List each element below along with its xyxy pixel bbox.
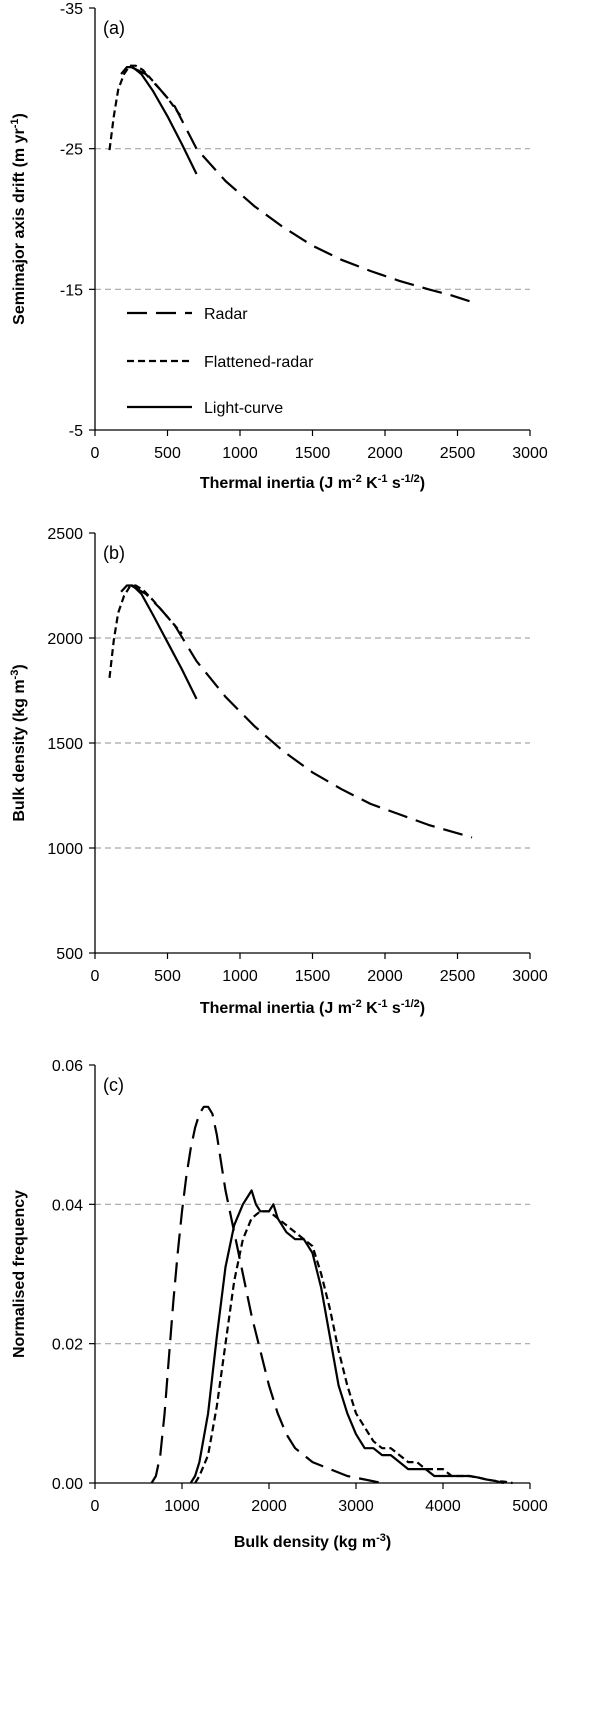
x-tick-label-b-2: 1000	[222, 968, 258, 985]
series-line-a-radar	[130, 66, 473, 304]
x-tick-label-a-2: 1000	[222, 445, 258, 462]
x-tick-label-b-6: 3000	[512, 968, 548, 985]
x-tick-label-c-0: 0	[91, 1498, 100, 1515]
panel-label-a: (a)	[103, 18, 125, 38]
panel-a: -35 -25 -15 -5 0 500 1000 1500 2000 2500 3000 Therm…	[9, 1, 548, 492]
legend-label-radar: Radar	[204, 306, 248, 323]
legend-label-light-curve: Light-curve	[204, 400, 283, 417]
x-tick-label-a-5: 2500	[440, 445, 476, 462]
legend: Radar Flattened-radar Light-curve	[127, 306, 314, 417]
series-line-b-light-curve	[120, 584, 198, 700]
series-line-a-light-curve	[120, 66, 198, 175]
x-tick-label-b-1: 500	[154, 968, 181, 985]
x-tick-label-c-1: 1000	[164, 1498, 200, 1515]
series-line-b-flattened-radar	[108, 584, 183, 679]
x-axis-title-c: Bulk density (kg m-3)	[234, 1532, 391, 1551]
x-tick-label-a-6: 3000	[512, 445, 548, 462]
y-tick-label-b-0: 500	[56, 946, 83, 963]
y-tick-label-a-1: -25	[60, 142, 83, 159]
series-line-c-light-curve	[189, 1189, 505, 1485]
series-line-c-flattened-radar	[194, 1210, 513, 1485]
x-tick-label-b-5: 2500	[440, 968, 476, 985]
x-tick-label-b-3: 1500	[295, 968, 331, 985]
series-line-b-radar	[130, 584, 473, 839]
x-tick-label-b-4: 2000	[367, 968, 403, 985]
y-tick-label-c-0: 0.00	[52, 1476, 83, 1493]
y-axis-title-c: Normalised frequency	[11, 1190, 28, 1358]
x-tick-label-a-0: 0	[91, 445, 100, 462]
y-tick-label-b-2: 1500	[47, 736, 83, 753]
x-tick-label-c-3: 3000	[338, 1498, 374, 1515]
panel-b: 500 1000 1500 2000 2500 0 500 1000 1500 2000 2500 3…	[9, 526, 548, 1017]
x-tick-label-a-3: 1500	[295, 445, 331, 462]
x-tick-label-a-1: 500	[154, 445, 181, 462]
x-axis-title-a: Thermal inertia (J m-2 K-1 s-1/2)	[200, 473, 425, 492]
x-tick-label-c-2: 2000	[251, 1498, 287, 1515]
y-tick-label-c-2: 0.04	[52, 1197, 83, 1214]
y-axis-title-b: Bulk density (kg m-3)	[9, 664, 28, 821]
x-tick-label-c-5: 5000	[512, 1498, 548, 1515]
series-line-c-radar	[150, 1105, 383, 1485]
y-tick-label-a-0: -35	[60, 1, 83, 18]
y-tick-label-c-1: 0.02	[52, 1337, 83, 1354]
x-tick-label-c-4: 4000	[425, 1498, 461, 1515]
y-tick-label-b-3: 2000	[47, 631, 83, 648]
panel-label-c: (c)	[103, 1075, 124, 1095]
x-tick-label-b-0: 0	[91, 968, 100, 985]
panel-label-b: (b)	[103, 543, 125, 563]
y-tick-label-a-3: -5	[69, 423, 83, 440]
y-tick-label-b-1: 1000	[47, 841, 83, 858]
x-tick-label-a-4: 2000	[367, 445, 403, 462]
x-axis-title-b: Thermal inertia (J m-2 K-1 s-1/2)	[200, 998, 425, 1017]
panel-c: 0.00 0.02 0.04 0.06 0 1000 2000 3000 4000 5000 Bul…	[11, 1058, 548, 1551]
series-line-a-flattened-radar	[108, 64, 183, 151]
y-tick-label-a-2: -15	[60, 282, 83, 299]
y-tick-label-b-4: 2500	[47, 526, 83, 543]
legend-label-flattened-radar: Flattened-radar	[204, 354, 314, 371]
y-axis-title-a: Semimajor axis drift (m yr-1)	[9, 113, 28, 325]
y-tick-label-c-3: 0.06	[52, 1058, 83, 1075]
